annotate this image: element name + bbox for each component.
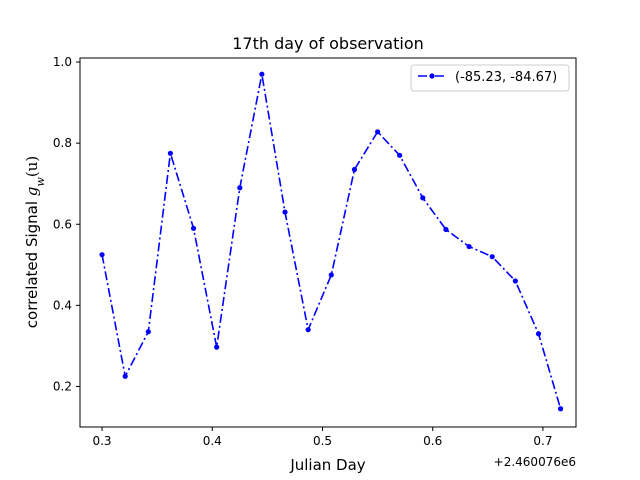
data-point	[489, 254, 495, 260]
y-tick-label: 0.4	[53, 298, 72, 312]
data-point	[443, 226, 449, 233]
y-tick-label: 0.2	[53, 379, 72, 393]
data-point	[397, 152, 403, 158]
data-point	[512, 278, 518, 284]
data-point	[375, 129, 381, 135]
legend-label: (-85.23, -84.67)	[455, 70, 557, 85]
y-axis: 0.2 0.4 0.6 0.8 1.0	[53, 55, 80, 393]
plot-area-frame	[79, 57, 577, 428]
data-point	[466, 243, 472, 250]
y-axis-title-subscript: w	[34, 177, 47, 187]
data-point	[557, 406, 564, 412]
x-tick-label: 0.5	[313, 434, 332, 448]
x-axis: 0.3 0.4 0.5 0.6 0.7	[92, 427, 552, 448]
y-tick-label: 0.8	[53, 136, 72, 150]
data-point	[535, 331, 542, 337]
data-point	[282, 209, 288, 215]
data-point	[259, 71, 265, 77]
data-point	[351, 166, 358, 173]
x-axis-offset-label: +2.460076e6	[494, 455, 576, 469]
y-axis-title: correlated Signal gw(u)	[23, 156, 47, 328]
data-point	[99, 252, 105, 258]
data-point	[167, 150, 173, 156]
data-point	[420, 195, 426, 201]
series-line	[101, 73, 562, 409]
data-point	[190, 225, 197, 231]
y-axis-title-prefix: correlated Signal	[23, 196, 41, 328]
data-point	[237, 185, 243, 191]
y-axis-title-symbol: g	[23, 187, 41, 197]
series-layer	[99, 71, 564, 412]
chart-title: 17th day of observation	[232, 34, 424, 53]
data-point	[214, 344, 220, 350]
x-tick-label: 0.6	[423, 434, 442, 448]
legend: (-85.23, -84.67)	[410, 64, 570, 92]
legend-box	[410, 64, 570, 92]
y-axis-title-argument: (u)	[23, 156, 41, 177]
x-axis-title: Julian Day	[289, 456, 365, 474]
y-tick-label: 1.0	[53, 55, 72, 69]
data-point	[122, 373, 128, 379]
data-point	[328, 272, 334, 278]
legend-marker	[429, 73, 435, 79]
x-tick-label: 0.7	[533, 434, 552, 448]
data-point	[145, 329, 151, 335]
data-point	[305, 327, 311, 333]
y-tick-label: 0.6	[53, 217, 72, 231]
x-tick-label: 0.4	[203, 434, 222, 448]
x-tick-label: 0.3	[92, 434, 111, 448]
